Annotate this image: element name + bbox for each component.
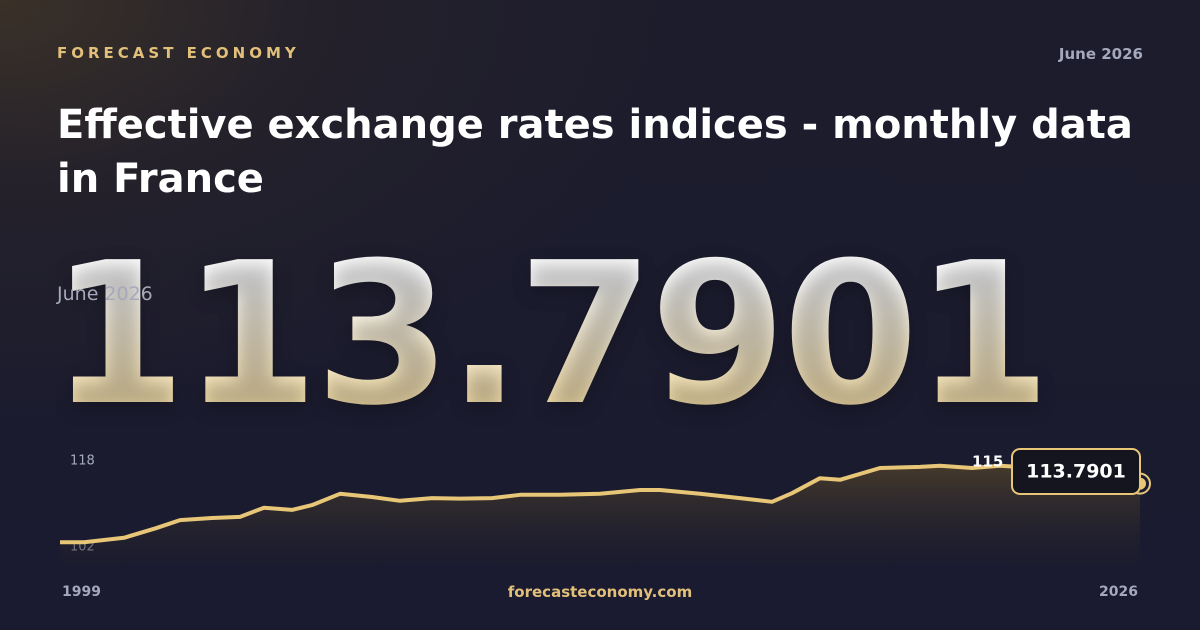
line [60,463,1141,545]
y-tick-label: 118 [70,453,95,468]
callout-box [1011,448,1141,495]
date: June 2026 [1058,45,1143,63]
title: Effective exchange rates indices - month… [57,102,1133,202]
area [60,465,1140,565]
x-tick-label: 2026 [1099,584,1138,600]
callout-label: 113.7901 [1026,461,1126,483]
brand: FORECAST ECONOMY [57,44,300,62]
annotation: 115 [972,453,1003,471]
x-tick-label: 1999 [62,584,101,600]
latest-date: June 2026 [57,283,153,305]
latest-value: 113.7901 [50,221,1051,449]
footer: forecasteconomy.com [507,583,693,601]
